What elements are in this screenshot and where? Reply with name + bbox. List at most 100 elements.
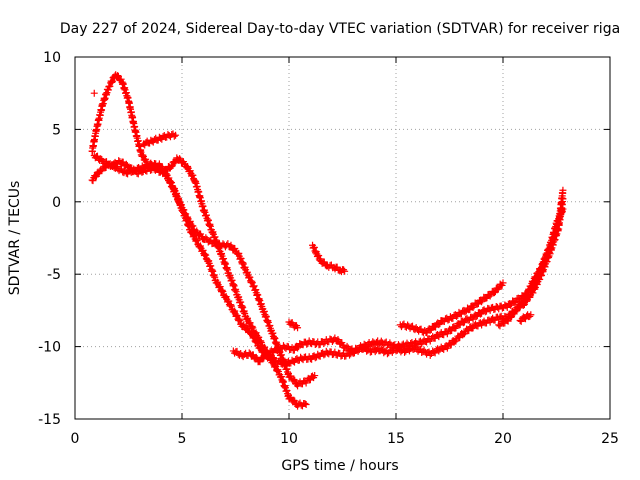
data-point: [343, 342, 351, 350]
data-point: [249, 324, 257, 332]
data-point: [482, 294, 490, 302]
grid-lines: [75, 57, 610, 419]
data-point: [201, 250, 209, 258]
data-point: [192, 236, 200, 244]
data-point: [250, 282, 258, 290]
data-point: [302, 401, 310, 409]
data-point: [235, 315, 243, 323]
plot-frame: [74, 56, 611, 420]
data-point: [163, 167, 171, 175]
data-point: [227, 301, 235, 309]
data-point: [310, 243, 318, 251]
data-point: [559, 186, 567, 194]
y-tick-label: -5: [47, 267, 61, 283]
data-point: [511, 308, 519, 316]
data-point: [193, 237, 201, 245]
data-point: [377, 345, 385, 353]
data-point: [291, 397, 299, 405]
data-point: [504, 317, 512, 325]
data-point: [90, 89, 98, 97]
data-point: [449, 314, 457, 322]
data-point: [371, 348, 379, 356]
x-tick-label: 10: [280, 431, 298, 447]
data-point: [457, 310, 465, 318]
data-point: [453, 312, 461, 320]
y-tick-label: 10: [43, 50, 61, 66]
data-point: [189, 222, 197, 230]
data-point: [261, 343, 269, 351]
data-point: [172, 131, 180, 139]
data-point: [219, 288, 227, 296]
data-point: [506, 301, 514, 309]
data-point: [218, 286, 226, 294]
x-tick-label: 15: [387, 431, 405, 447]
data-point: [290, 396, 298, 404]
data-point: [106, 82, 114, 90]
y-tick-label: -15: [38, 412, 61, 428]
chart-title: Day 227 of 2024, Sidereal Day-to-day VTE…: [60, 21, 620, 37]
data-point: [534, 269, 542, 277]
data-point: [199, 246, 207, 254]
data-point: [227, 302, 235, 310]
data-point: [527, 311, 535, 319]
data-point: [490, 289, 498, 297]
data-point: [334, 336, 342, 344]
data-point: [435, 321, 443, 329]
data-point: [180, 206, 188, 214]
data-point: [174, 197, 182, 205]
data-point: [193, 227, 201, 235]
data-point: [216, 283, 224, 291]
data-point: [117, 75, 125, 83]
data-point: [196, 243, 204, 251]
y-tick-label: -10: [38, 340, 61, 356]
data-point: [257, 338, 265, 346]
data-point: [469, 303, 477, 311]
x-axis-label: GPS time / hours: [281, 458, 398, 474]
data-point: [472, 313, 480, 321]
data-point: [202, 251, 210, 259]
data-point: [301, 399, 309, 407]
data-point: [248, 322, 256, 330]
axis-ticks: 0 5 10 15 20 25 -15 -10 -5 0 5 10: [38, 50, 619, 447]
y-axis-label: SDTVAR / TECUs: [7, 181, 23, 296]
data-point: [102, 158, 110, 166]
data-point: [340, 266, 348, 274]
data-point: [511, 299, 519, 307]
data-point: [530, 278, 538, 286]
data-point: [225, 297, 233, 305]
data-point: [189, 171, 197, 179]
data-point: [354, 347, 362, 355]
x-tick-label: 5: [178, 431, 187, 447]
data-point: [532, 274, 540, 282]
x-tick-label: 0: [71, 431, 80, 447]
data-point: [341, 267, 349, 275]
data-point: [431, 334, 439, 342]
data-point: [320, 258, 328, 266]
x-tick-label: 25: [601, 431, 619, 447]
data-point: [346, 351, 354, 359]
data-point: [269, 354, 277, 362]
data-point: [294, 344, 302, 352]
data-point: [401, 348, 409, 356]
data-point: [526, 312, 534, 320]
x-tick-label: 20: [494, 431, 512, 447]
data-point: [383, 350, 391, 358]
data-point: [478, 298, 486, 306]
data-point: [202, 234, 210, 242]
data-point: [320, 351, 328, 359]
data-point: [360, 344, 368, 352]
data-point: [233, 312, 241, 320]
data-point: [529, 289, 537, 297]
data-point: [426, 326, 434, 334]
data-point: [236, 317, 244, 325]
data-point: [255, 333, 263, 341]
data-point: [248, 277, 256, 285]
y-tick-label: 0: [52, 195, 61, 211]
data-point: [108, 78, 116, 86]
data-point: [291, 376, 299, 384]
data-point: [461, 308, 469, 316]
data-point: [153, 165, 161, 173]
data-point: [394, 344, 402, 352]
data-point: [167, 163, 175, 171]
